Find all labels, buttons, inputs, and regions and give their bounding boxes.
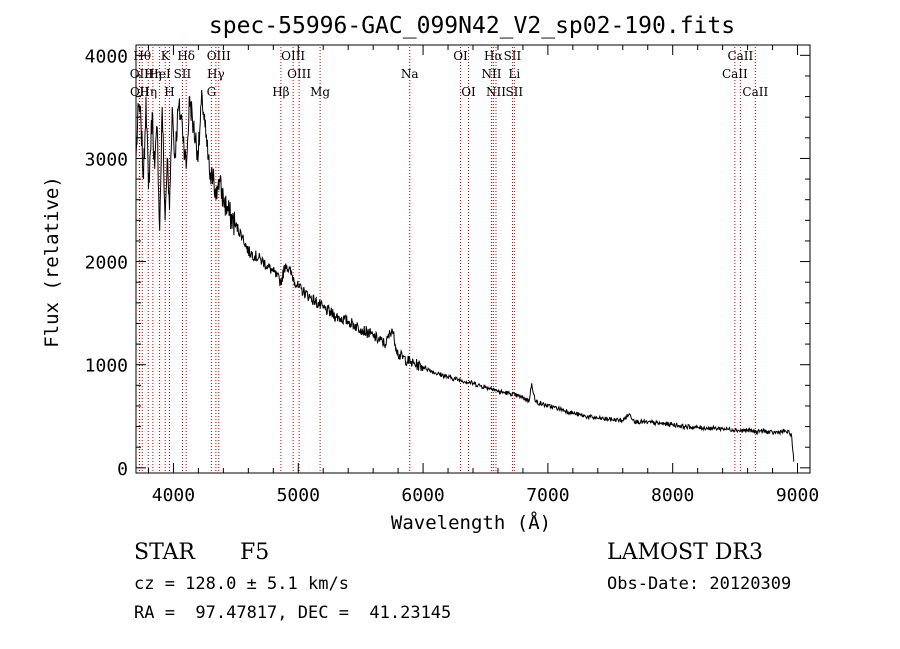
x-tick-label: 7000 xyxy=(526,485,569,506)
spectral-line-label: SII xyxy=(174,67,192,81)
spectral-line-label: Hη xyxy=(139,85,157,99)
spectral-line-label: H xyxy=(164,85,174,99)
series-layer xyxy=(135,89,795,462)
spectral-line-label: CaII xyxy=(727,49,753,63)
spectral-line-label: OII xyxy=(130,85,150,99)
spectral-line-label: G xyxy=(207,85,217,99)
y-tick-label: 0 xyxy=(117,459,128,480)
object-class: STAR xyxy=(134,540,195,565)
spectral-line-label: K xyxy=(161,49,171,63)
chart-title: spec-55996-GAC_099N42_V2_sp02-190.fits xyxy=(209,13,735,39)
ra-dec: RA = 97.47817, DEC = 41.23145 xyxy=(134,603,452,623)
x-axis-label: Wavelength (Å) xyxy=(391,511,551,534)
object-subclass: F5 xyxy=(240,540,270,565)
spectral-line-label: OI xyxy=(453,49,468,63)
spectral-line-label: NII xyxy=(486,85,506,99)
spectral-line-label: NII xyxy=(481,67,501,81)
spectral-line-label: Hθ xyxy=(133,49,151,63)
y-tick-label: 2000 xyxy=(85,253,128,274)
x-tick-label: 5000 xyxy=(277,485,320,506)
redshift-cz: cz = 128.0 ± 5.1 km/s xyxy=(134,574,349,594)
observation-date: Obs-Date: 20120309 xyxy=(607,574,792,594)
y-tick-label: 4000 xyxy=(85,46,128,67)
spectral-line-label: SII xyxy=(504,49,522,63)
x-tick-label: 4000 xyxy=(152,485,195,506)
spectral-line-label: Hβ xyxy=(272,85,289,99)
spectral-line-label: Li xyxy=(508,67,520,81)
x-tick-label: 9000 xyxy=(776,485,819,506)
spectral-line-label: Mg xyxy=(310,85,330,99)
spectral-line-label: Hδ xyxy=(177,49,195,63)
spectrum-line xyxy=(135,89,795,462)
spectral-line-label: HeI xyxy=(148,67,171,81)
y-tick-label: 3000 xyxy=(85,149,128,170)
spectral-line-label: OIII xyxy=(287,67,311,81)
spectral-line-label: OI xyxy=(461,85,476,99)
spectral-line-label: CaII xyxy=(742,85,768,99)
survey-name: LAMOST DR3 xyxy=(607,540,763,565)
axis-ticks: 4000 5000 6000 7000 8000 9000 0 1000 2000 3000 400… xyxy=(85,45,819,506)
spectral-line-label: OIII xyxy=(207,49,231,63)
spectral-line-label: OIII xyxy=(281,49,305,63)
spectral-line-label: SII xyxy=(505,85,523,99)
x-tick-label: 6000 xyxy=(401,485,444,506)
y-axis-label: Flux (relative) xyxy=(41,176,63,348)
y-tick-label: 1000 xyxy=(85,356,128,377)
spectral-line-label: Na xyxy=(401,67,419,81)
x-tick-label: 8000 xyxy=(651,485,694,506)
spectral-line-label: CaII xyxy=(722,67,748,81)
spectral-line-label: Hγ xyxy=(207,67,225,81)
plot-frame xyxy=(135,44,811,474)
spectral-line-label: Hα xyxy=(484,49,503,63)
